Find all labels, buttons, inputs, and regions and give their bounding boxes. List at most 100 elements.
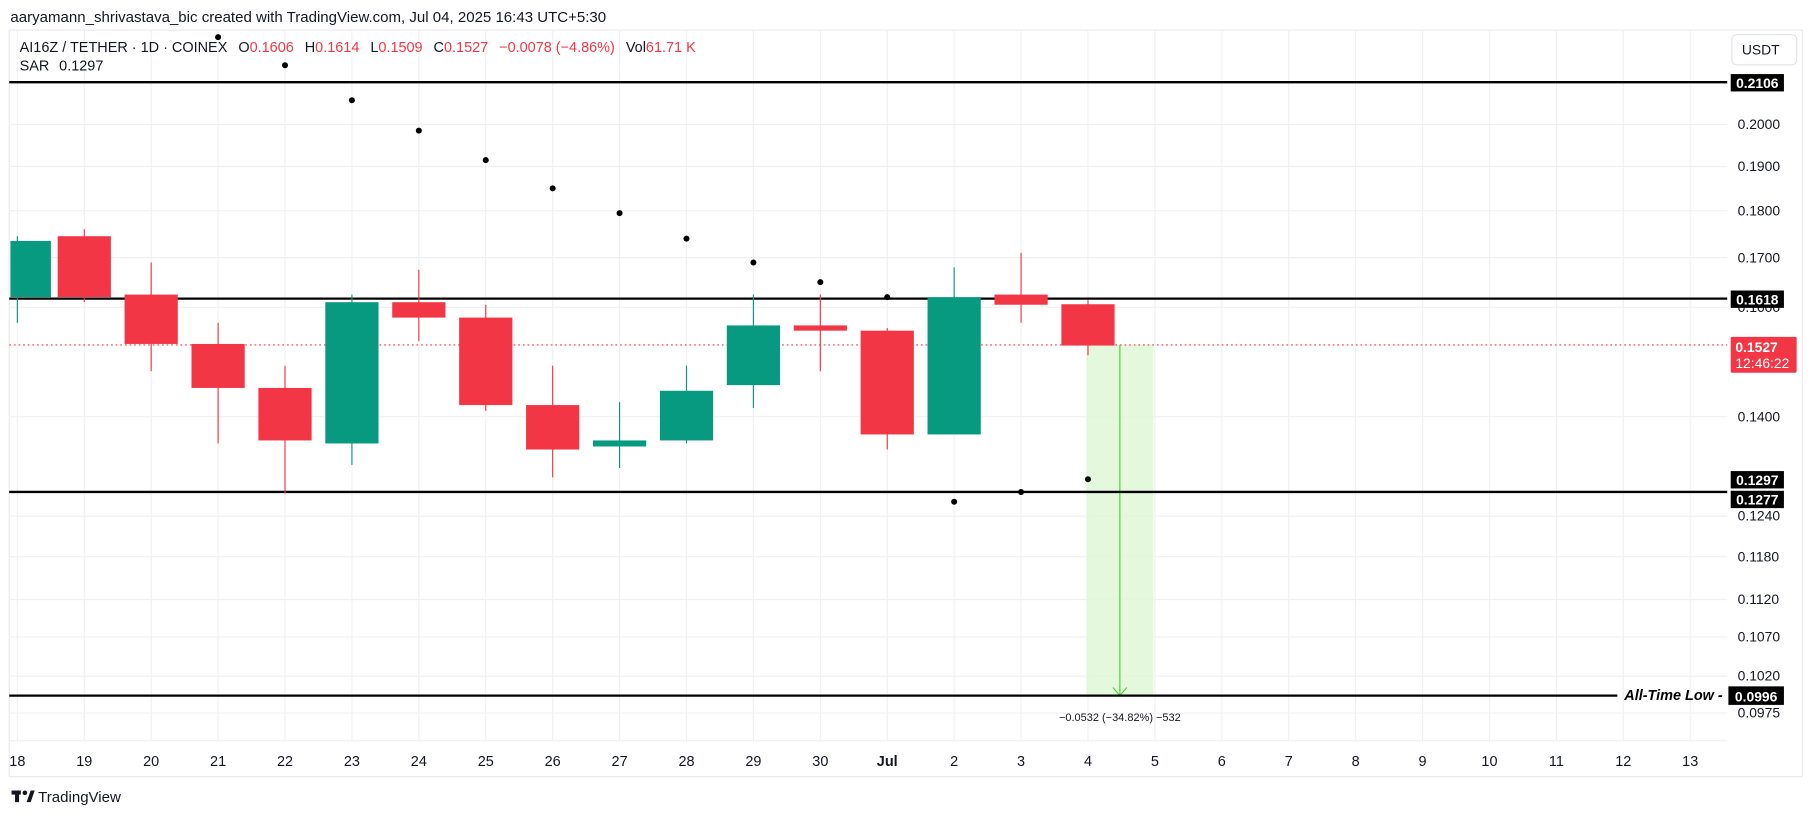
time-tick: 22 xyxy=(277,754,293,770)
sar-dot xyxy=(482,157,489,164)
sar-dot xyxy=(817,279,824,286)
price-tick: 0.1240 xyxy=(1738,508,1781,524)
legend-high: 0.1614 xyxy=(315,40,359,56)
badge-0.1618: 0.1618 xyxy=(1736,291,1779,307)
price-tick: 0.1900 xyxy=(1738,158,1781,174)
time-axis[interactable]: 18 19 20 21 22 23 24 25 26 27 28 29 30 Jul 2 3 4 5 6 7 8 9 10 1… xyxy=(9,754,1698,770)
candle xyxy=(927,267,981,435)
time-tick: 6 xyxy=(1218,754,1226,770)
tradingview-logo-text: TradingView xyxy=(38,789,121,806)
legend-open: 0.1606 xyxy=(250,40,294,56)
sar-dot xyxy=(282,62,289,69)
sar-dot xyxy=(616,210,623,217)
candle xyxy=(659,365,714,444)
badge-0.1277: 0.1277 xyxy=(1736,492,1779,508)
candle xyxy=(10,236,51,323)
candle xyxy=(526,365,580,478)
time-tick: 29 xyxy=(745,754,761,770)
candle xyxy=(793,294,847,372)
currency-button-bg[interactable] xyxy=(1731,34,1798,66)
candle xyxy=(994,252,1048,323)
grid-lines xyxy=(9,30,1728,741)
candle xyxy=(459,304,513,411)
price-tick: 0.1700 xyxy=(1738,249,1781,265)
badge-0.2106: 0.2106 xyxy=(1736,75,1779,91)
parabolic-sar-series xyxy=(215,34,1091,505)
time-tick: 26 xyxy=(545,754,561,770)
svg-text:USDT[interactable]: USDT xyxy=(1742,41,1780,57)
badge-countdown: 12:46:22 xyxy=(1735,355,1789,371)
time-tick: 9 xyxy=(1419,754,1427,770)
tradingview-logo-icon xyxy=(11,790,35,803)
time-tick: 19 xyxy=(76,754,92,770)
price-tick: 0.1070 xyxy=(1738,629,1781,645)
time-tick: 25 xyxy=(478,754,494,770)
legend-change: −0.0078 (−4.86%) xyxy=(499,40,615,56)
time-tick: 30 xyxy=(812,754,828,770)
time-tick: 20 xyxy=(143,754,159,770)
tradingview-logo[interactable]: TradingView xyxy=(11,789,121,806)
price-axis[interactable]: 0.20000.19000.18000.17000.16000.14000.12… xyxy=(1738,116,1781,721)
time-tick: 18 xyxy=(9,754,25,770)
horizontal-levels[interactable] xyxy=(9,81,1728,697)
price-tick: 0.1800 xyxy=(1738,202,1781,218)
badge-all-time-low: 0.0996 xyxy=(1735,688,1778,704)
legend-ohlc: AI16Z / TETHER · 1D · COINEX O0.1606 H0.… xyxy=(20,40,696,56)
time-tick: 3 xyxy=(1017,754,1025,770)
time-tick: 4 xyxy=(1084,754,1092,770)
sar-dot xyxy=(215,34,222,41)
sar-dot xyxy=(683,235,690,242)
sar-dot xyxy=(348,97,355,104)
candle xyxy=(1061,300,1115,356)
time-tick: 28 xyxy=(678,754,694,770)
candle xyxy=(860,328,914,450)
price-tick: 0.1020 xyxy=(1738,668,1781,684)
candle xyxy=(191,322,245,444)
sar-dot xyxy=(884,294,891,301)
price-tick: 0.1180 xyxy=(1738,548,1780,564)
time-tick: 12 xyxy=(1615,754,1631,770)
legend-sar: SAR 0.1297 xyxy=(20,59,104,75)
legend-close: 0.1527 xyxy=(444,40,488,56)
legend: AI16Z / TETHER · 1D · COINEX O0.1606 H0.… xyxy=(20,40,696,75)
candle xyxy=(124,262,178,372)
price-tick: 0.0975 xyxy=(1738,705,1781,721)
price-badges: 0.2106 0.1618 0.1527 12:46:22 0.1297 0.1… xyxy=(1728,74,1797,705)
time-tick: 8 xyxy=(1352,754,1360,770)
candle xyxy=(592,402,647,469)
candle xyxy=(325,294,379,465)
legend-symbol: AI16Z / TETHER · 1D · COINEX xyxy=(20,40,228,56)
candle xyxy=(726,294,781,408)
measure-label: −0.0532 (−34.82%) −532 xyxy=(1059,712,1181,724)
badge-sar: 0.1297 xyxy=(1736,472,1779,488)
badge-last-price: 0.1527 xyxy=(1735,339,1778,355)
sar-dot xyxy=(750,259,757,266)
time-tick: Jul xyxy=(877,754,898,770)
currency-button[interactable]: USDT xyxy=(1731,34,1798,66)
time-tick: 11 xyxy=(1549,754,1564,770)
time-tick: 23 xyxy=(344,754,360,770)
price-tick: 0.2000 xyxy=(1738,116,1781,132)
sar-dot xyxy=(415,127,422,134)
candlestick-series xyxy=(10,229,1115,494)
time-tick: 13 xyxy=(1682,754,1698,770)
sar-dot xyxy=(1018,489,1025,496)
legend-volume: 61.71 K xyxy=(646,40,696,56)
time-tick: 5 xyxy=(1151,754,1159,770)
legend-low: 0.1509 xyxy=(378,40,422,56)
sar-dot xyxy=(1084,476,1091,483)
time-tick: 21 xyxy=(210,754,226,770)
price-tick: 0.1400 xyxy=(1738,408,1781,424)
sar-dot xyxy=(549,185,556,192)
price-range-measure[interactable]: −0.0532 (−34.82%) −532 xyxy=(1059,344,1181,724)
sar-dot xyxy=(951,498,958,505)
time-tick: 27 xyxy=(612,754,628,770)
all-time-low-label: All-Time Low - xyxy=(1623,688,1723,704)
time-tick: 2 xyxy=(950,754,958,770)
candle xyxy=(57,229,111,303)
candle xyxy=(392,269,446,342)
attribution-text: aaryamann_shrivastava_bic created with T… xyxy=(10,9,606,26)
price-tick: 0.1120 xyxy=(1738,591,1780,607)
time-tick: 10 xyxy=(1481,754,1497,770)
